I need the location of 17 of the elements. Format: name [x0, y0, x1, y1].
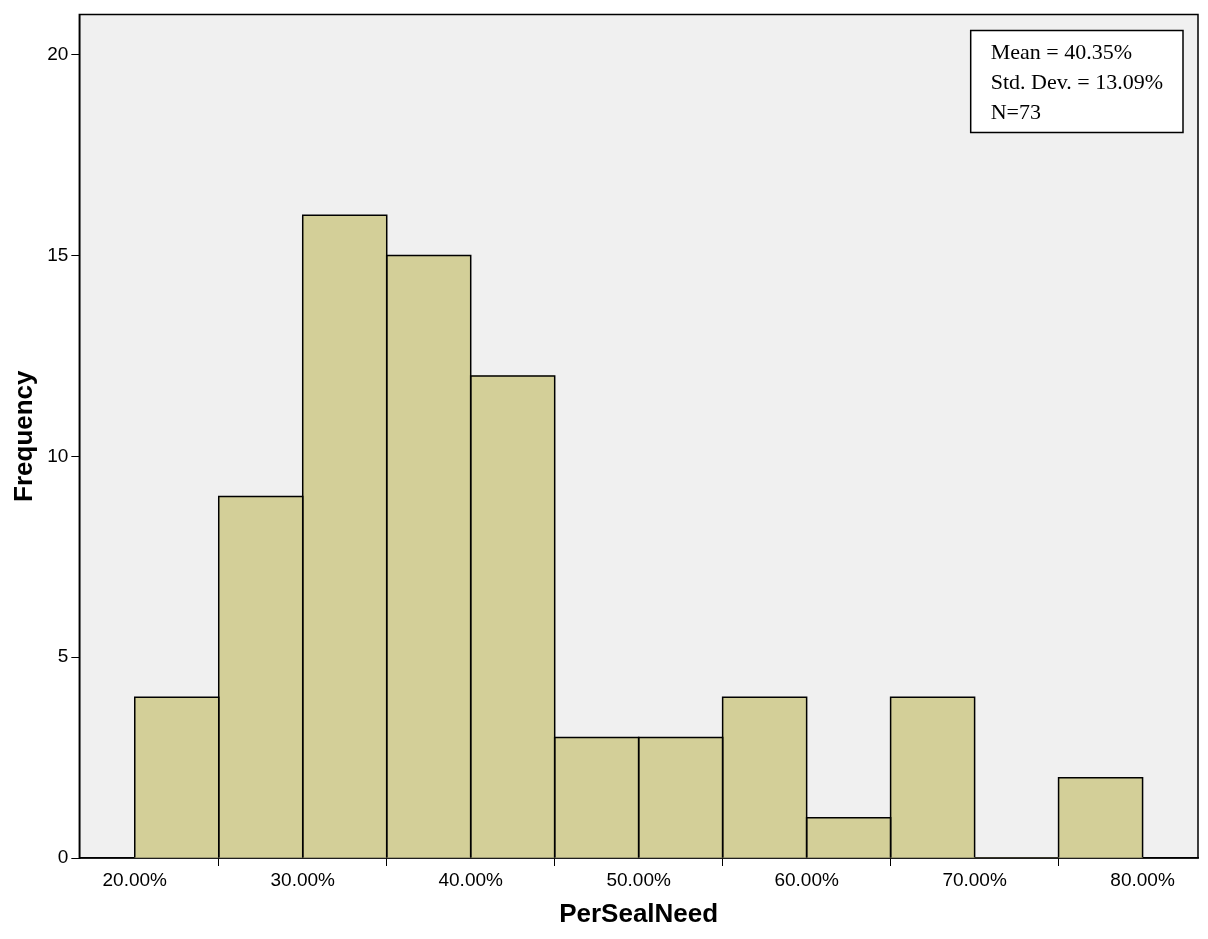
y-tick-label: 15 [47, 243, 69, 265]
y-tick-label: 10 [47, 444, 69, 466]
x-axis-title: PerSealNeed [559, 897, 719, 928]
x-tick-label: 20.00% [102, 868, 168, 890]
x-tick-label: 70.00% [942, 868, 1007, 890]
annotation: Std. Dev. = 13.09% [990, 69, 1164, 95]
x-tick-label: 80.00% [1110, 868, 1175, 890]
x-tick-label: 50.00% [606, 868, 671, 890]
y-tick-label: 0 [57, 846, 69, 868]
x-tick-label: 30.00% [270, 868, 336, 890]
x-tick-label: 40.00% [438, 868, 504, 890]
x-tick-label: 60.00% [774, 868, 839, 890]
y-tick-label: 5 [57, 645, 69, 667]
y-tick-label: 20 [47, 42, 69, 64]
y-axis-title: Frequency [7, 369, 38, 502]
annotation: N=73 [990, 99, 1041, 125]
annotation: Mean = 40.35% [990, 39, 1133, 65]
